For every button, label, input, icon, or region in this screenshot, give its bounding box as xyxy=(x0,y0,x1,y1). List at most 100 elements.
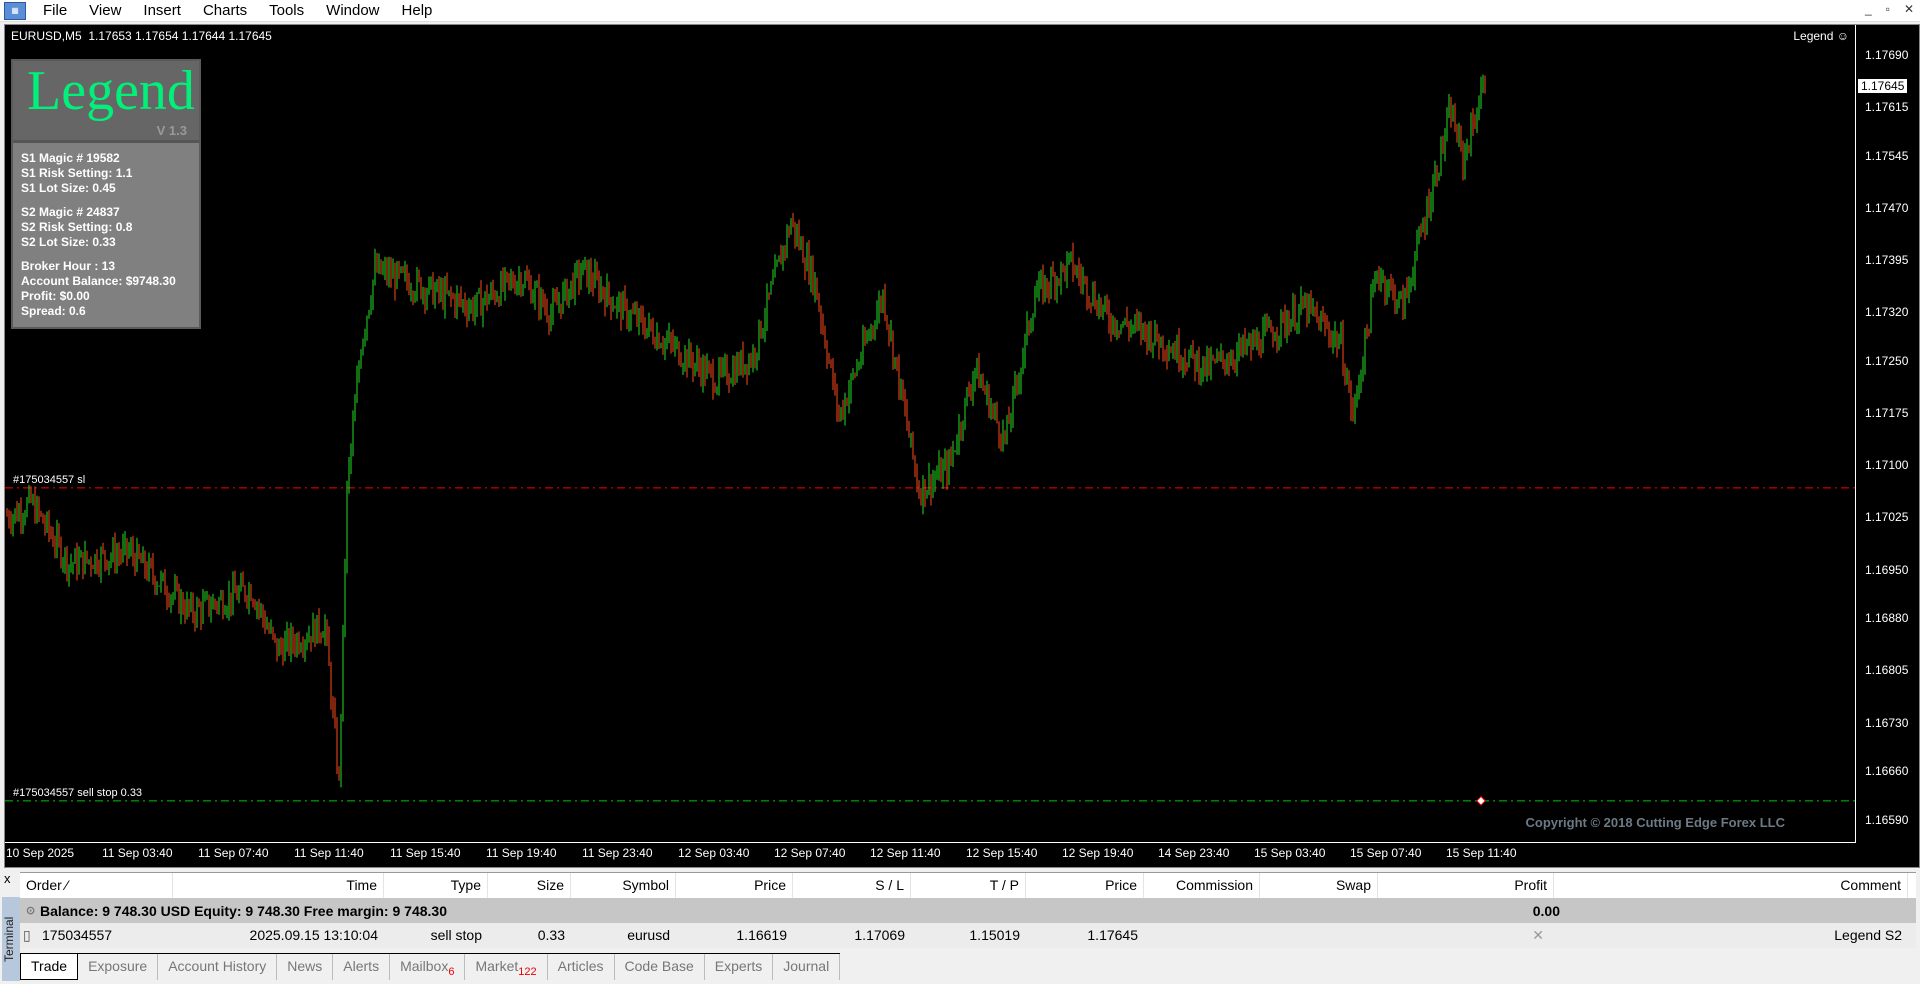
time-axis-label: 12 Sep 19:40 xyxy=(1062,846,1134,860)
tab-mailbox[interactable]: Mailbox6 xyxy=(390,954,466,980)
cell-profit[interactable]: ✕ xyxy=(1532,927,1544,943)
tab-news[interactable]: News xyxy=(277,954,334,980)
chart-symbol-title: EURUSD,M5 1.17653 1.17654 1.17644 1.1764… xyxy=(11,29,272,43)
tab-badge: 6 xyxy=(448,966,455,978)
column-header[interactable]: Order ⁄ xyxy=(20,873,173,898)
time-axis-label: 11 Sep 11:40 xyxy=(294,846,364,860)
price-axis-label: 1.17615 xyxy=(1865,100,1909,115)
column-header[interactable]: Size xyxy=(488,873,571,898)
price-axis-label: 1.17545 xyxy=(1865,148,1909,163)
price-axis-label: 1.16730 xyxy=(1865,715,1909,730)
price-axis-label: 1.16880 xyxy=(1865,611,1909,626)
broker-hour: Broker Hour : 13 xyxy=(21,259,116,273)
price-axis-label: 1.17025 xyxy=(1865,510,1909,525)
tab-trade[interactable]: Trade xyxy=(20,954,79,980)
close-button[interactable]: ✕ xyxy=(1903,2,1914,16)
menu-charts[interactable]: Charts xyxy=(202,2,248,19)
chart-plot-area[interactable]: EURUSD,M5 1.17653 1.17654 1.17644 1.1764… xyxy=(5,25,1856,843)
balance-profit: 0.00 xyxy=(1532,902,1560,919)
balance-icon: ⊙ xyxy=(26,905,36,917)
legend-info-panel: Legend V 1.3 S1 Magic # 19582 S1 Risk Se… xyxy=(11,59,201,329)
sl-line-label: #175034557 sl xyxy=(13,473,86,486)
tab-label: Market xyxy=(475,958,519,974)
time-axis-label: 12 Sep 15:40 xyxy=(966,846,1038,860)
table-row[interactable]: ▯ 175034557 2025.09.15 13:10:04 sell stop 0.… xyxy=(20,923,1916,948)
terminal-tabs: Trade Exposure Account History News Alerts Ma… xyxy=(20,953,841,980)
restore-button[interactable]: ▫ xyxy=(1885,2,1890,16)
terminal-panel: x Terminal Order ⁄ Time Type Size Symbol Pric… xyxy=(0,869,1920,983)
time-axis-label: 11 Sep 19:40 xyxy=(486,846,557,860)
column-header[interactable]: Comment xyxy=(1554,873,1908,898)
tab-articles[interactable]: Articles xyxy=(548,954,615,980)
column-header[interactable]: Type xyxy=(384,873,488,898)
account-balance: Account Balance: $9748.30 xyxy=(21,274,176,288)
profit: Profit: $0.00 xyxy=(21,289,90,303)
price-axis-label: 1.16950 xyxy=(1865,562,1909,577)
cell-type: sell stop xyxy=(430,927,482,943)
s1-lot: S1 Lot Size: 0.45 xyxy=(21,181,116,195)
candlestick-chart xyxy=(5,74,1856,806)
time-axis-label: 10 Sep 2025 xyxy=(6,846,75,860)
cell-comment: Legend S2 xyxy=(1834,927,1902,943)
time-axis-label: 14 Sep 23:40 xyxy=(1158,846,1230,860)
balance-row: ⊙ Balance: 9 748.30 USD Equity: 9 748.30… xyxy=(20,898,1916,923)
tab-label: Trade xyxy=(31,958,68,974)
time-axis-label: 11 Sep 07:40 xyxy=(198,846,269,860)
column-header[interactable]: Symbol xyxy=(571,873,676,898)
time-axis-label: 12 Sep 11:40 xyxy=(870,846,941,860)
s2-lot: S2 Lot Size: 0.33 xyxy=(21,235,116,249)
column-header[interactable]: Price xyxy=(676,873,793,898)
order-marker-icon[interactable] xyxy=(1476,795,1486,806)
time-axis-label: 12 Sep 03:40 xyxy=(678,846,750,860)
minimize-button[interactable]: _ xyxy=(1864,2,1872,16)
tab-code-base[interactable]: Code Base xyxy=(615,954,705,980)
tab-label: Account History xyxy=(168,958,267,974)
menu-view[interactable]: View xyxy=(89,2,122,19)
tab-exposure[interactable]: Exposure xyxy=(78,954,159,980)
menu-file[interactable]: File xyxy=(43,2,68,19)
tab-label: News xyxy=(287,958,323,974)
s2-magic: S2 Magic # 24837 xyxy=(21,205,120,219)
s2-risk: S2 Risk Setting: 0.8 xyxy=(21,220,133,234)
balance-summary: Balance: 9 748.30 USD Equity: 9 748.30 F… xyxy=(40,902,447,919)
tab-label: Experts xyxy=(714,958,763,974)
tab-account-history[interactable]: Account History xyxy=(158,954,278,980)
menu-insert[interactable]: Insert xyxy=(143,2,181,19)
column-header[interactable]: T / P xyxy=(911,873,1026,898)
tab-label: Code Base xyxy=(624,958,694,974)
tab-label: Journal xyxy=(783,958,830,974)
tab-badge: 122 xyxy=(518,966,537,978)
time-axis-label: 11 Sep 03:40 xyxy=(102,846,173,860)
time-axis-label: 12 Sep 07:40 xyxy=(774,846,846,860)
time-axis-label: 15 Sep 07:40 xyxy=(1350,846,1422,860)
tab-market[interactable]: Market122 xyxy=(465,954,548,980)
tab-journal[interactable]: Journal xyxy=(773,954,841,980)
tab-alerts[interactable]: Alerts xyxy=(333,954,391,980)
price-axis-label: 1.17175 xyxy=(1865,406,1909,421)
tab-experts[interactable]: Experts xyxy=(705,954,774,980)
price-axis-label: 1.17470 xyxy=(1865,200,1909,215)
tab-label: Alerts xyxy=(343,958,380,974)
menu-tools[interactable]: Tools xyxy=(269,2,305,19)
time-axis-label: 15 Sep 11:40 xyxy=(1446,846,1517,860)
menu-window[interactable]: Window xyxy=(326,2,380,19)
chart-window[interactable]: EURUSD,M5 1.17653 1.17654 1.17644 1.1764… xyxy=(4,24,1920,868)
column-header[interactable]: Commission xyxy=(1144,873,1260,898)
column-header[interactable]: S / L xyxy=(793,873,911,898)
s1-magic: S1 Magic # 19582 xyxy=(21,151,120,165)
terminal-close-button[interactable]: x xyxy=(4,871,11,886)
column-header[interactable]: Swap xyxy=(1260,873,1378,898)
time-axis-label: 15 Sep 03:40 xyxy=(1254,846,1326,860)
menu-help[interactable]: Help xyxy=(401,2,433,19)
column-header[interactable]: Profit xyxy=(1378,873,1554,898)
price-axis-label: 1.17395 xyxy=(1865,253,1909,268)
current-price-label: 1.17645 xyxy=(1858,79,1908,94)
tab-label: Exposure xyxy=(88,958,148,974)
price-axis-label: 1.16660 xyxy=(1865,764,1909,779)
expert-advisor-label[interactable]: Legend ☺ xyxy=(1793,29,1849,43)
time-axis-label: 11 Sep 23:40 xyxy=(582,846,653,860)
tab-label: Articles xyxy=(557,958,604,974)
column-header[interactable]: Time xyxy=(173,873,384,898)
column-header[interactable]: Price xyxy=(1026,873,1144,898)
